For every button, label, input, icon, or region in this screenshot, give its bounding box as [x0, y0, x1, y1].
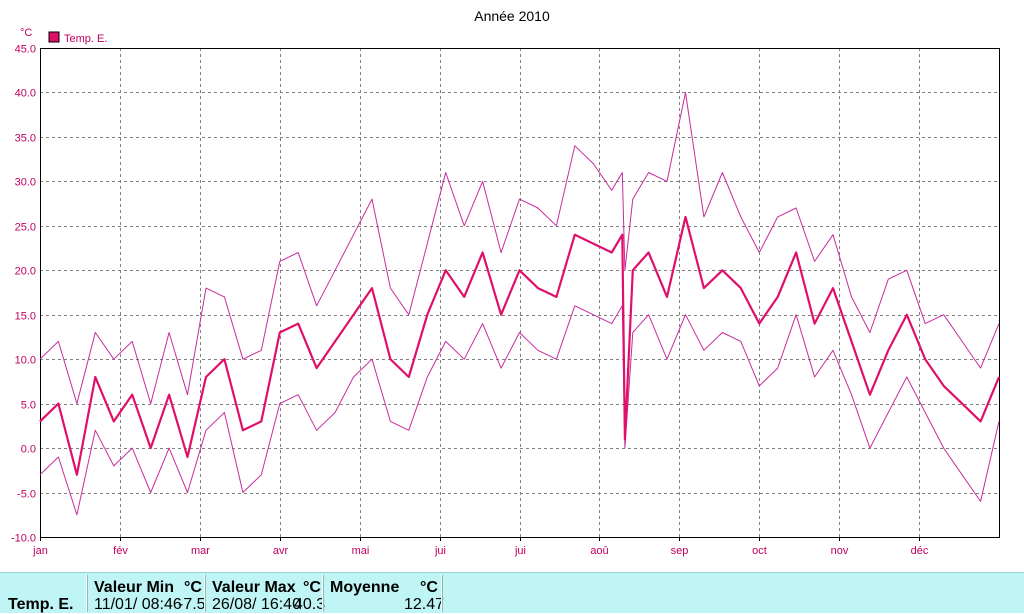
- stats-bar: Temp. E. Valeur Min °C 11/01/ 08:46 -7.5…: [0, 572, 1024, 613]
- legend-swatch: [48, 31, 60, 43]
- temperature-chart: Année 2010 °C Temp. E. 45.0 40.0 35.0 30.0 2…: [11, 8, 1001, 557]
- y-axis: 45.0 40.0 35.0 30.0 25.0 20.0 15.0 10.0 5.0 0.0 -5…: [11, 44, 36, 545]
- stats-separator: [322, 575, 323, 612]
- series-line-min: [39, 305, 1000, 516]
- y-tick-label: 20.0: [15, 266, 36, 278]
- series-layer: [39, 92, 1001, 516]
- max-datetime: 26/08/ 16:40: [212, 596, 301, 613]
- chart-title: Année 2010: [474, 8, 550, 24]
- x-tick-label: jui: [434, 545, 446, 557]
- avg-value: 12.47: [404, 596, 445, 613]
- x-tick-label: oct: [752, 545, 767, 557]
- max-value: 40.3: [294, 596, 326, 613]
- x-tick-label: mai: [352, 545, 370, 557]
- min-datetime: 11/01/ 08:46: [94, 596, 182, 613]
- stats-row-label: Temp. E.: [8, 596, 74, 613]
- x-tick-label: sep: [671, 545, 689, 557]
- min-value: -7.5: [178, 596, 206, 613]
- x-axis: jan fév mar avr mai jui jui aoû sep oct nov déc: [32, 537, 929, 557]
- legend-label: Temp. E.: [64, 33, 107, 45]
- y-tick-label: 45.0: [15, 44, 36, 56]
- grid: [40, 48, 999, 537]
- y-axis-unit: °C: [20, 27, 32, 39]
- y-tick-label: 30.0: [15, 177, 36, 189]
- y-tick-label: -5.0: [17, 489, 36, 501]
- stats-separator: [441, 575, 442, 612]
- y-tick-label: 5.0: [21, 400, 36, 412]
- x-tick-label: fév: [113, 545, 128, 557]
- y-tick-label: 40.0: [15, 88, 36, 100]
- avg-unit: °C: [420, 579, 438, 596]
- x-tick-label: aoû: [590, 545, 608, 557]
- min-header: Valeur Min: [94, 579, 175, 596]
- x-tick-label: jan: [32, 545, 48, 557]
- x-tick-label: avr: [273, 545, 289, 557]
- max-header: Valeur Max: [212, 579, 296, 596]
- min-unit: °C: [184, 579, 202, 596]
- stats-separator: [86, 575, 87, 612]
- x-tick-label: jui: [514, 545, 526, 557]
- y-tick-label: 10.0: [15, 355, 36, 367]
- avg-header: Moyenne: [330, 579, 400, 596]
- y-tick-label: 0.0: [21, 444, 36, 456]
- y-tick-label: 35.0: [15, 133, 36, 145]
- y-tick-label: 15.0: [15, 311, 36, 323]
- series-line-mean: [39, 215, 1001, 476]
- x-tick-label: mar: [191, 545, 210, 557]
- max-unit: °C: [303, 579, 321, 596]
- y-tick-label: -10.0: [11, 533, 36, 545]
- y-tick-label: 25.0: [15, 222, 36, 234]
- x-tick-label: déc: [911, 545, 929, 557]
- stats-separator: [204, 575, 205, 612]
- series-line-max: [39, 92, 1000, 405]
- x-tick-label: nov: [831, 545, 849, 557]
